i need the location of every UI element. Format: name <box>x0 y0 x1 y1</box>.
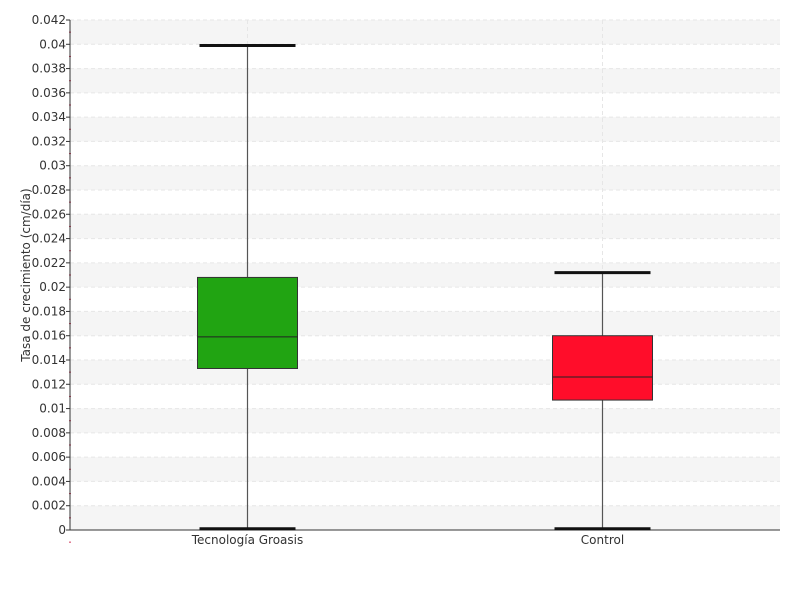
grid-band <box>70 262 780 288</box>
grid-band <box>70 457 780 482</box>
plot-background <box>70 20 780 530</box>
grid-band <box>70 165 780 190</box>
y-tick-label: 0.002 <box>32 499 66 513</box>
y-tick-label: 0.034 <box>32 110 66 124</box>
grid-band <box>70 214 780 239</box>
y-tick-label: 0.008 <box>32 426 66 440</box>
y-tick-label: 0.02 <box>39 280 66 294</box>
y-tick-label: 0.006 <box>32 450 66 464</box>
grid-band <box>70 408 780 433</box>
box-group <box>552 271 653 531</box>
grid-band <box>70 117 780 142</box>
y-tick-label: 0.024 <box>32 232 66 246</box>
y-tick-label: 0.026 <box>32 207 66 221</box>
y-tick-label: 0.018 <box>32 304 66 318</box>
y-tick-label: 0.032 <box>32 134 66 148</box>
y-tick-labels: 0 0.002 0.004 0.006 0.008 0.01 0.012 0.014 0.016… <box>32 13 66 537</box>
grid-lines <box>70 19 780 530</box>
x-tick-labels: Tecnología Groasis Control <box>191 533 624 547</box>
grid-band <box>70 505 780 530</box>
box-group <box>197 44 298 531</box>
grid-band <box>70 311 780 336</box>
y-tick-label: 0.012 <box>32 377 66 391</box>
y-tick-label: 0.04 <box>39 37 66 51</box>
grid-band <box>70 360 780 385</box>
y-tick-label: 0.038 <box>32 62 66 76</box>
y-tick-label: 0.01 <box>39 402 66 416</box>
y-tick-label: 0.03 <box>39 159 66 173</box>
y-tick-label: 0.016 <box>32 329 66 343</box>
grid-band <box>70 20 780 45</box>
box-series <box>197 44 653 531</box>
y-tick-label: 0.022 <box>32 256 66 270</box>
y-tick-label: 0.028 <box>32 183 66 197</box>
y-tick-label: 0 <box>58 523 66 537</box>
axes <box>66 19 780 543</box>
y-tick-label: 0.014 <box>32 353 66 367</box>
y-axis-title: Tasa de crecimiento (cm/día) <box>19 188 33 362</box>
y-tick-label: 0.042 <box>32 13 66 27</box>
grid-band <box>70 68 780 93</box>
x-tick-label: Control <box>581 533 624 547</box>
box-iqr <box>552 335 653 401</box>
x-tick-label: Tecnología Groasis <box>191 533 304 547</box>
y-tick-label: 0.036 <box>32 86 66 100</box>
box-iqr <box>197 276 298 369</box>
y-tick-label: 0.004 <box>32 474 66 488</box>
